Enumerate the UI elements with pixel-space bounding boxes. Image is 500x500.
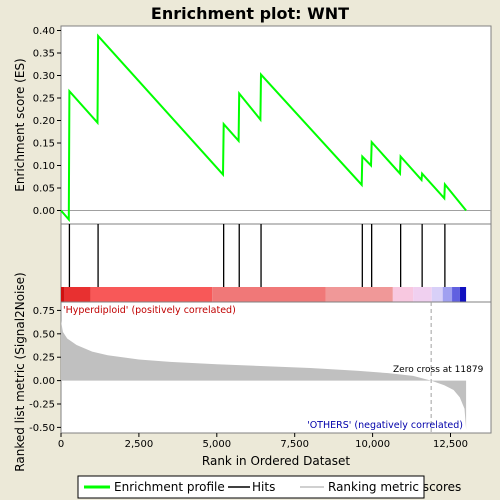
es-y-tick-label: 0.05 (33, 184, 55, 195)
legend-metric-label: Ranking metric scores (328, 480, 461, 494)
hit-lines (68, 224, 446, 287)
metric-y-tick-label: 0.75 (33, 306, 55, 317)
x-tick-label: 5,000 (202, 439, 231, 450)
heat-bar-segment (459, 287, 467, 302)
es-y-tick-label: 0.35 (33, 49, 55, 60)
heat-bar-segment (325, 287, 393, 302)
x-tick-label: 7,500 (280, 439, 309, 450)
negative-correlation-label: 'OTHERS' (negatively correlated) (307, 420, 463, 431)
chart-title: Enrichment plot: WNT (151, 4, 349, 23)
zero-cross-label: Zero cross at 11879 (393, 365, 484, 375)
ranked-metric-panel: -0.50 -0.25 0.00 0.25 0.50 0.75 'Hyperdiploid… (29, 301, 492, 434)
es-y-tick-label: 0.10 (33, 161, 55, 172)
x-tick-label: 10,000 (355, 439, 390, 450)
legend: Enrichment profile Hits Ranking metric s… (77, 475, 461, 499)
heat-bar-segment (392, 287, 414, 302)
es-y-axis: 0.00 0.05 0.10 0.15 0.20 0.25 0.30 0.35 0.40 (33, 26, 61, 217)
heat-bar-segment (413, 287, 432, 302)
metric-y-tick-label: 0.50 (33, 329, 55, 340)
enrichment-score-panel: 0.00 0.05 0.10 0.15 0.20 0.25 0.30 0.35 0.40 (33, 25, 492, 225)
es-y-tick-label: 0.20 (33, 116, 55, 127)
heat-bar-segment (442, 287, 453, 302)
legend-hits-label: Hits (252, 480, 275, 494)
enrichment-profile-line (60, 33, 467, 223)
heat-bar-segment (431, 287, 443, 302)
metric-y-tick-label: 0.00 (33, 376, 55, 387)
x-tick-label: 0 (58, 439, 64, 450)
heat-bar-segment (90, 287, 213, 302)
es-y-tick-label: 0.00 (33, 206, 55, 217)
es-plot-area (60, 25, 492, 225)
heat-bar-segment (61, 287, 65, 302)
metric-y-tick-label: 0.25 (33, 353, 55, 364)
es-y-axis-label: Enrichment score (ES) (13, 58, 27, 191)
es-y-tick-label: 0.15 (33, 139, 55, 150)
metric-y-tick-label: -0.25 (29, 399, 55, 410)
rank-heat-bar (61, 287, 467, 302)
positive-correlation-label: 'Hyperdiploid' (positively correlated) (63, 305, 236, 316)
heat-bar-segment (64, 287, 91, 302)
metric-y-tick-label: -0.50 (29, 423, 55, 434)
x-axis-label: Rank in Ordered Dataset (202, 454, 350, 468)
x-tick-label: 2,500 (125, 439, 154, 450)
legend-enrichment-label: Enrichment profile (114, 480, 225, 494)
x-tick-label: 12,500 (433, 439, 468, 450)
x-axis: 0 2,500 5,000 7,500 10,000 12,500 (58, 433, 468, 450)
heat-bar-segment (212, 287, 326, 302)
heat-bar-segment (452, 287, 460, 302)
ranking-metric-area (61, 320, 467, 430)
es-y-tick-label: 0.40 (33, 26, 55, 37)
metric-y-axis-label: Ranked list metric (Signal2Noise) (13, 272, 27, 471)
es-y-tick-label: 0.30 (33, 71, 55, 82)
legend-box (77, 475, 425, 499)
es-y-tick-label: 0.25 (33, 94, 55, 105)
hits-panel (60, 223, 492, 303)
metric-y-axis: -0.50 -0.25 0.00 0.25 0.50 0.75 (29, 306, 61, 434)
